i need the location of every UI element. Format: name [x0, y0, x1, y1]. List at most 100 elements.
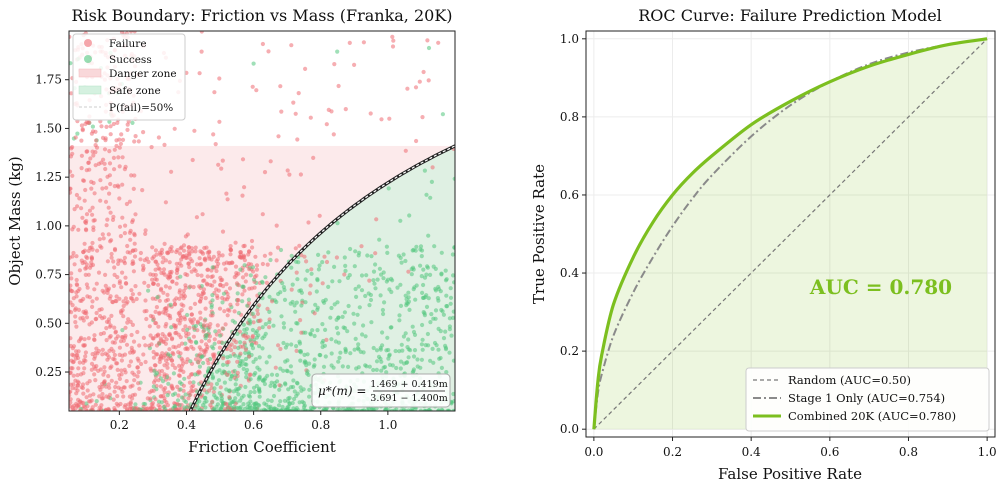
failure-point [264, 280, 269, 285]
success-point [420, 322, 425, 328]
failure-point [172, 126, 177, 131]
legend-boundary: P(fail)=50% [109, 102, 173, 114]
failure-point [84, 282, 89, 287]
failure-point [184, 346, 189, 351]
failure-point [79, 123, 84, 128]
failure-point [133, 212, 138, 217]
failure-point [149, 368, 154, 373]
success-point [302, 360, 307, 365]
success-point [404, 300, 409, 306]
failure-point [161, 339, 166, 344]
failure-point [391, 38, 396, 43]
success-point [397, 313, 402, 318]
success-point [280, 404, 285, 410]
failure-point [165, 361, 170, 367]
failure-point [93, 163, 98, 168]
success-point [278, 366, 283, 371]
success-point [444, 277, 449, 282]
failure-point [205, 267, 211, 272]
failure-point [220, 253, 225, 258]
success-point [298, 358, 303, 363]
failure-point [69, 309, 72, 314]
failure-point [163, 200, 168, 205]
success-point [451, 358, 455, 363]
failure-point [254, 267, 259, 272]
failure-point [100, 186, 105, 191]
legend-box [72, 33, 186, 121]
failure-point [76, 366, 81, 371]
legend-safe-swatch [78, 85, 102, 95]
success-point [436, 347, 441, 352]
failure-point [169, 169, 174, 174]
failure-point [132, 241, 137, 246]
failure-point [317, 213, 322, 218]
failure-point [69, 300, 73, 305]
failure-point [192, 408, 197, 411]
success-point [243, 356, 249, 362]
failure-point [169, 245, 174, 250]
failure-point [197, 284, 202, 289]
failure-point [229, 348, 234, 353]
success-point [422, 311, 427, 316]
failure-point [242, 288, 247, 293]
failure-point [118, 141, 123, 146]
failure-point [211, 354, 216, 359]
failure-point [83, 350, 88, 355]
success-point [419, 357, 424, 362]
failure-point [114, 361, 119, 366]
success-point [246, 297, 251, 302]
failure-point [214, 332, 219, 337]
success-point [332, 302, 337, 307]
success-point [357, 250, 362, 255]
failure-point [165, 292, 170, 297]
success-point [120, 328, 125, 333]
success-point [161, 404, 166, 410]
success-point [331, 365, 336, 370]
failure-point [92, 191, 97, 196]
success-point [356, 347, 361, 352]
success-point [403, 293, 408, 298]
failure-point [109, 238, 114, 243]
success-point [246, 407, 251, 411]
success-point [283, 345, 288, 350]
failure-point [240, 193, 245, 198]
failure-point [125, 250, 130, 255]
failure-point [154, 277, 159, 282]
success-point [302, 352, 307, 357]
failure-point [91, 180, 96, 186]
success-point [376, 354, 382, 359]
success-point [335, 407, 340, 411]
failure-point [160, 260, 165, 265]
failure-point [242, 254, 247, 259]
success-point [214, 381, 220, 386]
success-point [424, 192, 429, 197]
failure-point [153, 397, 158, 402]
failure-point [116, 403, 121, 408]
failure-point [75, 403, 80, 408]
failure-point [77, 408, 83, 411]
failure-point [130, 370, 135, 375]
failure-point [100, 352, 105, 357]
success-point [435, 296, 440, 301]
failure-point [217, 329, 222, 334]
success-point [248, 273, 253, 278]
failure-point [217, 119, 222, 124]
failure-point [183, 285, 188, 290]
failure-point [71, 382, 76, 387]
failure-point [124, 379, 129, 384]
failure-point [75, 373, 80, 378]
success-point [351, 311, 356, 316]
success-point [268, 383, 273, 388]
success-point [452, 176, 455, 181]
failure-point [91, 392, 96, 397]
success-point [269, 398, 274, 403]
success-point [415, 357, 420, 362]
failure-point [120, 182, 125, 187]
failure-point [278, 84, 283, 89]
failure-point [135, 329, 140, 335]
success-point [434, 343, 439, 348]
success-point [340, 364, 345, 369]
x-axis-label-risk: Friction Coefficient [188, 438, 336, 456]
failure-point [175, 248, 180, 253]
failure-point [74, 277, 79, 283]
